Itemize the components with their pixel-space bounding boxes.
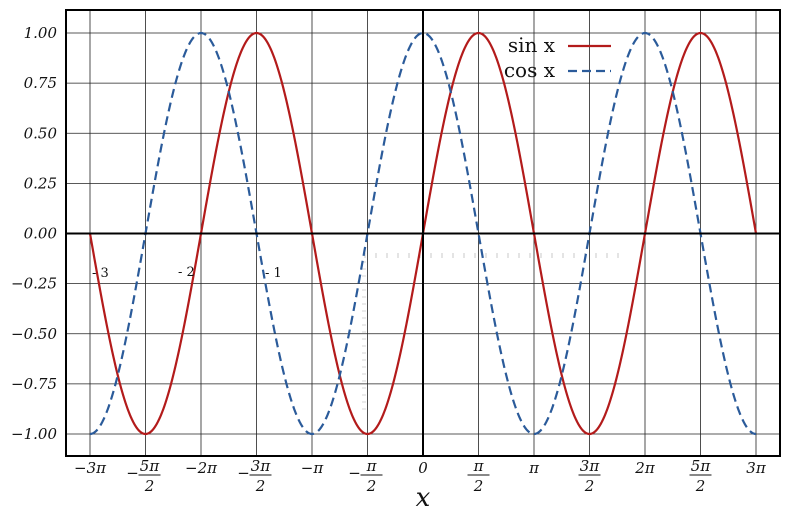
x-tick-label: −3π — [74, 459, 107, 477]
x-tick-sign: − — [348, 464, 361, 482]
x-tick-label: −2π — [185, 459, 218, 477]
x-tick-denominator: 2 — [255, 477, 266, 495]
x-tick-sign: − — [237, 464, 250, 482]
faint-ticks — [362, 253, 619, 410]
x-tick-numerator: 5π — [140, 457, 161, 475]
x-tick-numerator: π — [366, 457, 378, 475]
x-tick-label: 3π — [746, 459, 767, 477]
y-tick-label: 0.50 — [24, 124, 58, 142]
y-tick-labels: 1.00 0.75 0.50 0.25 0.00 −0.25 −0.50 −0.75 −1.00 — [11, 24, 57, 443]
y-tick-label: −0.50 — [11, 325, 57, 343]
y-tick-label: −1.00 — [11, 425, 57, 443]
stray-label: - 1 — [265, 266, 282, 281]
x-tick-denominator: 2 — [366, 477, 377, 495]
y-tick-label: −0.25 — [11, 275, 57, 293]
x-tick-denominator: 2 — [695, 477, 706, 495]
x-tick-sign: − — [126, 464, 139, 482]
y-tick-label: 0.00 — [24, 225, 58, 243]
axes — [65, 9, 781, 457]
legend-label: cos x — [504, 58, 556, 82]
y-tick-label: −0.75 — [11, 375, 57, 393]
y-tick-label: 0.75 — [24, 74, 57, 92]
x-tick-label: π — [528, 459, 540, 477]
y-tick-label: 0.25 — [24, 174, 57, 192]
x-tick-numerator: 5π — [691, 457, 712, 475]
x-tick-numerator: 3π — [251, 457, 272, 475]
y-tick-label: 1.00 — [24, 24, 58, 42]
x-tick-denominator: 2 — [584, 477, 595, 495]
plot-frame — [65, 9, 781, 457]
x-tick-numerator: π — [473, 457, 485, 475]
x-tick-denominator: 2 — [144, 477, 155, 495]
legend-label: sin x — [508, 33, 556, 57]
x-tick-denominator: 2 — [473, 477, 484, 495]
x-tick-label: −π — [301, 459, 325, 477]
x-axis-label: x — [416, 483, 431, 512]
stray-label: - 3 — [92, 266, 109, 281]
cos-series-line — [89, 31, 757, 436]
stray-labels: - 3 - 2 - 1 — [92, 265, 282, 281]
stray-label: - 2 — [178, 265, 195, 280]
x-tick-label: 0 — [418, 459, 428, 477]
x-tick-numerator: 3π — [580, 457, 601, 475]
x-tick-label: 2π — [634, 459, 656, 477]
